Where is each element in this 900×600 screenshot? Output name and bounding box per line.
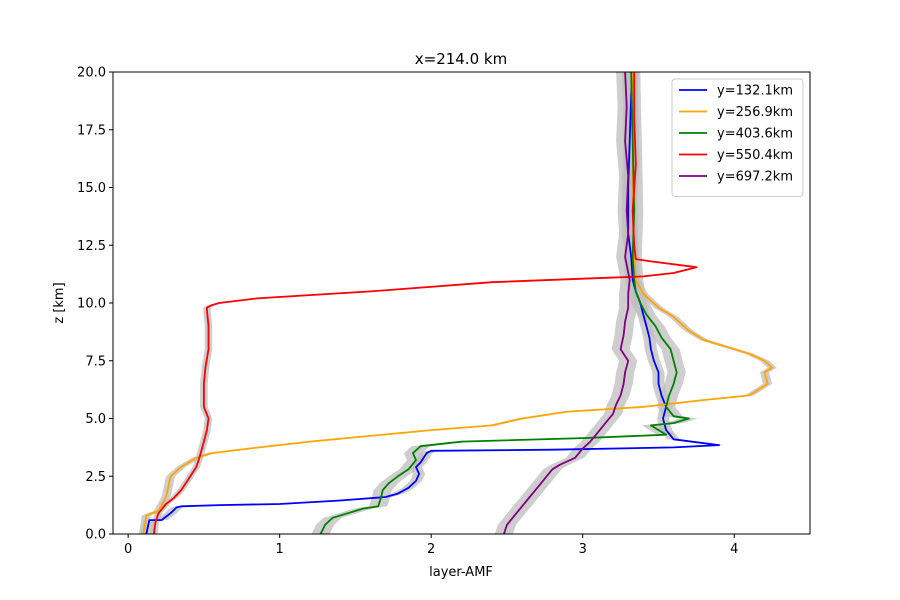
y-tick-label: 5.0 — [85, 412, 106, 427]
x-axis-label: layer-AMF — [429, 565, 493, 580]
y-axis-label: z [km] — [52, 282, 67, 323]
x-tick-label: 3 — [579, 542, 587, 557]
uncertainty-bands — [138, 72, 777, 534]
y-tick-label: 15.0 — [77, 181, 106, 196]
y-tick-label: 17.5 — [77, 123, 106, 138]
x-tick-label: 0 — [124, 542, 132, 557]
x-tick-label: 2 — [427, 542, 435, 557]
y-tick-label: 20.0 — [77, 66, 106, 81]
legend-label: y=550.4km — [717, 148, 793, 163]
legend-label: y=403.6km — [717, 127, 793, 142]
y-tick-label: 2.5 — [85, 470, 106, 485]
legend-label: y=697.2km — [717, 170, 793, 185]
series-line-2 — [142, 71, 773, 535]
series-line-3 — [319, 71, 690, 535]
legend-label: y=256.9km — [717, 105, 793, 120]
y-tick-label: 12.5 — [77, 239, 106, 254]
y-axis-ticks: 0.0 2.5 5.0 7.5 10.0 12.5 15.0 17.5 20.0 — [77, 66, 113, 543]
y-tick-label: 10.0 — [77, 297, 106, 312]
series-lines — [142, 71, 773, 535]
x-tick-label: 4 — [730, 542, 738, 557]
series-line-5 — [503, 71, 631, 535]
series-line-4 — [153, 72, 698, 535]
x-axis-ticks: 0 1 2 3 4 — [124, 534, 738, 557]
chart-title: x=214.0 km — [415, 50, 507, 68]
legend: y=132.1km y=256.9km y=403.6km y=550.4km y=69… — [671, 78, 804, 197]
legend-label: y=132.1km — [717, 84, 793, 99]
x-tick-label: 1 — [276, 542, 284, 557]
y-tick-label: 7.5 — [85, 354, 106, 369]
legend-box — [671, 78, 804, 197]
uncertainty-band-5 — [494, 72, 639, 534]
y-tick-label: 0.0 — [85, 528, 106, 543]
